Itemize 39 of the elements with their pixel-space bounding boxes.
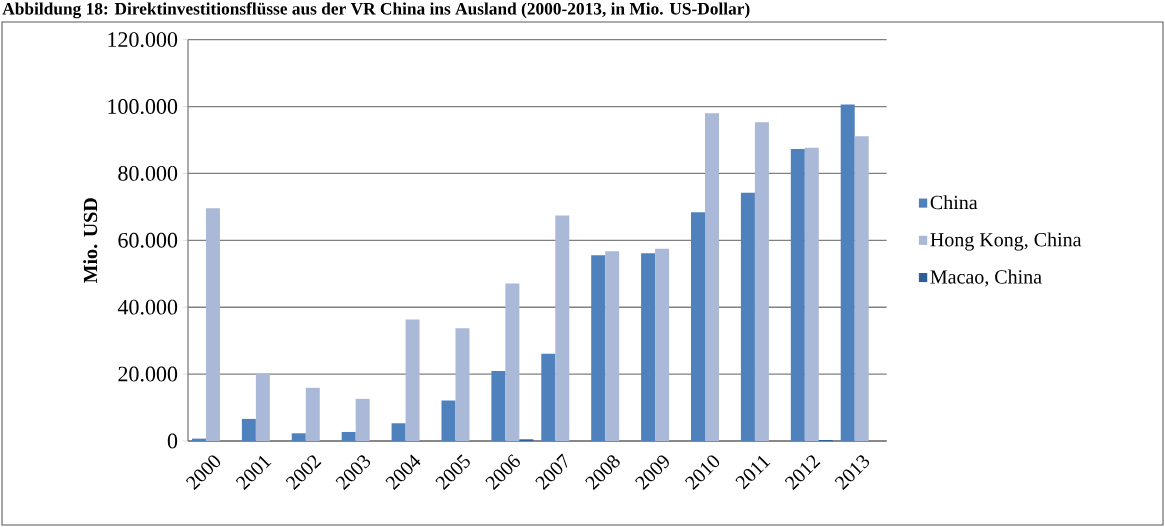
bar: [241, 418, 256, 441]
bar: [790, 149, 805, 441]
bar: [740, 192, 755, 441]
bar: [291, 433, 306, 441]
bar: [505, 283, 520, 441]
bar: [305, 387, 320, 441]
y-tick-label: 0: [167, 433, 178, 449]
bar: [754, 122, 769, 441]
y-axis-title: Mio. USD: [83, 198, 98, 284]
bar: [391, 423, 406, 441]
bar: [205, 208, 220, 441]
legend-label: China: [930, 195, 978, 210]
chart-title: Abbildung 18: Direktinvestitionsflüsse aus der VR China ins Ausland (2000-2013, in Mio. US-Dollar): [2, 2, 750, 19]
bar: [441, 400, 456, 441]
y-tick-label: 60.000: [118, 232, 178, 248]
bar: [355, 398, 370, 441]
bar: [341, 431, 356, 441]
y-tick-label: 80.000: [118, 165, 178, 181]
bar: [541, 353, 556, 441]
bar: [591, 255, 606, 441]
y-tick-label: 40.000: [117, 299, 178, 315]
bar: [804, 147, 819, 441]
bar: [455, 328, 470, 441]
legend-label: Macao, China: [930, 269, 1042, 287]
bar: [491, 371, 506, 441]
bar: [705, 113, 719, 441]
bar: [691, 212, 705, 441]
legend-label: Hong Kong, China: [930, 232, 1082, 251]
bar: [854, 136, 869, 441]
bar: [255, 373, 270, 441]
bar: [405, 319, 420, 441]
bar: [840, 104, 855, 441]
y-tick-label: 120.000: [108, 32, 178, 48]
bar: [655, 248, 670, 441]
y-tick-label: 100.000: [108, 99, 178, 115]
bar: [605, 251, 620, 441]
bar: [641, 253, 656, 441]
bar: [555, 215, 570, 441]
y-tick-label: 20.000: [118, 366, 178, 382]
